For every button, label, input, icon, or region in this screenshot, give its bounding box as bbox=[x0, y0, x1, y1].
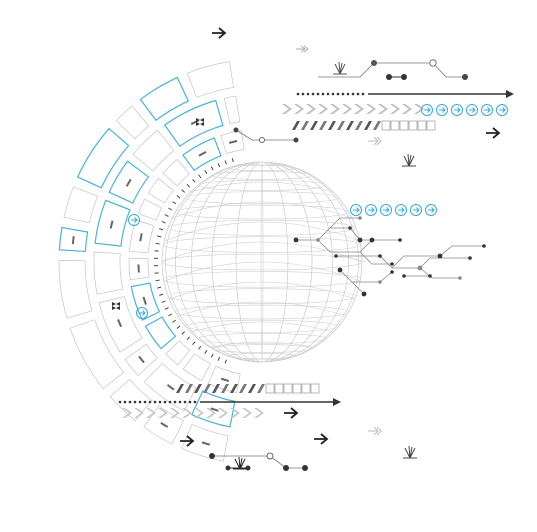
arrow-right-icon bbox=[486, 127, 501, 139]
burst-icon bbox=[401, 153, 417, 167]
burst-icon bbox=[232, 456, 248, 470]
double-arrow-icon bbox=[368, 426, 382, 436]
double-arrow-icon bbox=[368, 136, 382, 146]
chevron-strip bbox=[282, 104, 424, 114]
connector-line bbox=[235, 129, 296, 141]
circuit-network bbox=[293, 204, 486, 297]
top-hud bbox=[233, 45, 514, 167]
connector-line bbox=[318, 62, 465, 78]
globe-outline bbox=[161, 161, 363, 363]
arrow-right-icon bbox=[284, 407, 299, 419]
burst-icon bbox=[332, 61, 348, 75]
node-icon bbox=[462, 74, 468, 80]
circle-arrow-row bbox=[350, 204, 437, 216]
bottom-hud bbox=[118, 383, 418, 471]
node-icon bbox=[429, 59, 437, 67]
arrow-right-icon bbox=[506, 90, 514, 98]
dotted-line bbox=[118, 400, 197, 404]
node-icon bbox=[371, 60, 377, 66]
hatched-bar bbox=[176, 383, 320, 394]
circle-arrow-row bbox=[421, 104, 508, 116]
burst-icon bbox=[402, 445, 418, 459]
connector-line bbox=[212, 455, 305, 469]
dotted-line bbox=[296, 92, 365, 96]
arrow-right-icon bbox=[314, 433, 329, 445]
arrow-right-icon bbox=[333, 398, 341, 406]
double-arrow-icon bbox=[296, 45, 309, 53]
radial-panels bbox=[58, 27, 245, 462]
hatched-bar bbox=[292, 120, 436, 131]
